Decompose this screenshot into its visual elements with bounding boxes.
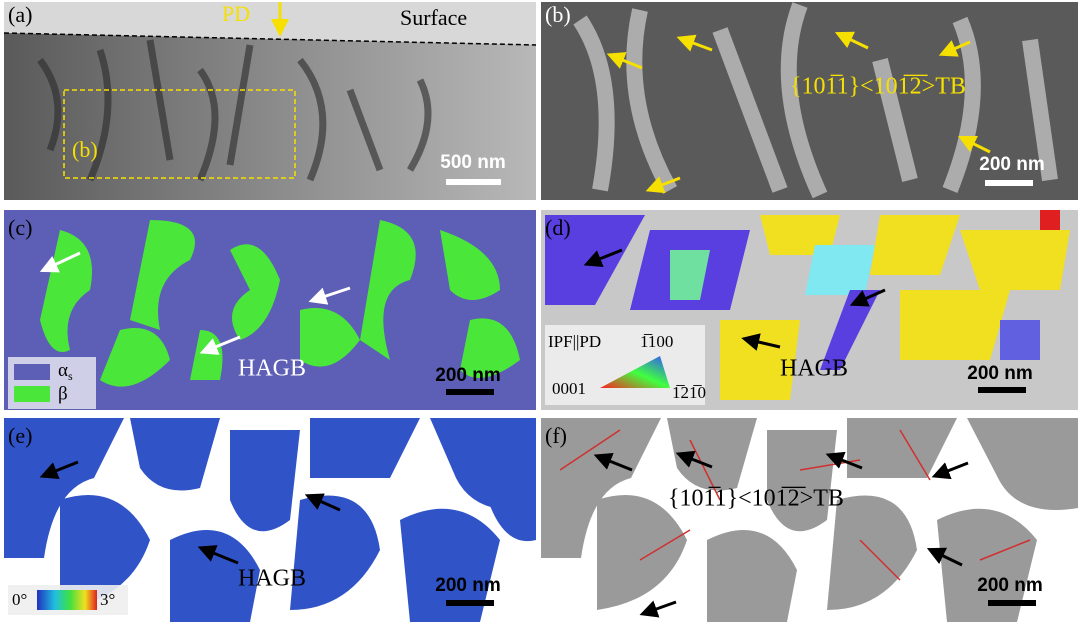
legend-swatch — [14, 364, 50, 380]
panel-e: 0° 3° (e) HAGB 200 nm — [4, 418, 536, 622]
arrow — [926, 547, 963, 567]
arrow — [741, 333, 781, 351]
surface-label: Surface — [400, 5, 467, 30]
beta-phase — [40, 220, 520, 387]
grain — [900, 290, 1010, 360]
panel-label: (f) — [545, 423, 567, 448]
panel-b: (b) {101̅1}<101̅2̅>TB 200 nm — [541, 2, 1078, 200]
arrow — [197, 545, 239, 565]
annotation: HAGB — [238, 356, 306, 382]
panel-label: (a) — [8, 2, 32, 27]
panel-d: IPF||PD 1̅100 0001 1̅21̅0 (d) HAGB 200 n… — [541, 210, 1078, 410]
grain — [820, 290, 880, 370]
grain — [720, 320, 800, 400]
arrow — [199, 335, 241, 355]
panel-label: (d) — [545, 215, 571, 240]
panel-label: (b) — [545, 2, 571, 27]
surface-layer — [4, 2, 536, 45]
direction-label: PD — [222, 1, 250, 26]
arrow — [39, 251, 81, 273]
corner-label: 1̅100 — [640, 332, 673, 351]
texture — [573, 2, 1058, 199]
grain — [960, 230, 1070, 290]
scale-bar — [446, 179, 501, 185]
scale-label: 200 nm — [967, 363, 1032, 384]
panel-f: (f) {101̅1}<101̅2̅>TB 200 nm — [541, 418, 1078, 622]
legend-box — [545, 325, 705, 405]
grain — [1040, 210, 1060, 230]
legend-swatch — [14, 386, 50, 402]
scale-label: 200 nm — [977, 575, 1042, 596]
arrow — [39, 460, 79, 480]
legend-label: β — [58, 383, 68, 404]
arrow — [583, 248, 623, 268]
scale-label: 200 nm — [979, 154, 1044, 175]
kam-region — [4, 418, 536, 622]
arrow — [834, 31, 869, 50]
panel-label: (e) — [8, 423, 32, 448]
ipf-triangle — [600, 356, 670, 388]
scale-bar — [446, 600, 494, 606]
arrow — [938, 40, 971, 57]
scale-label: 500 nm — [440, 152, 505, 173]
scale-bar — [446, 389, 494, 395]
scale-bar — [988, 600, 1036, 606]
legend-title: IPF||PD — [548, 332, 601, 351]
colorbar-label: 0° — [12, 590, 27, 609]
panel-label: (c) — [8, 215, 32, 240]
annotation: {101̅1}<101̅2̅>TB — [668, 486, 844, 512]
inset-label: (b) — [72, 137, 98, 162]
scale-label: 200 nm — [435, 365, 500, 386]
grain — [805, 245, 875, 295]
texture — [37, 39, 432, 182]
corner-label: 0001 — [552, 379, 586, 398]
grain — [670, 250, 710, 300]
arrow — [304, 493, 341, 512]
arrow — [593, 452, 633, 472]
arrow — [675, 450, 713, 469]
annotation: {101̅1}<101̅2̅>TB — [790, 74, 966, 100]
colorbar-label: 3° — [100, 590, 115, 609]
annotation: HAGB — [238, 566, 306, 592]
arrow — [606, 52, 643, 70]
arrow — [931, 461, 969, 480]
arrow — [957, 135, 991, 154]
scale-label: 200 nm — [435, 575, 500, 596]
inset-box — [63, 89, 296, 179]
arrow — [639, 600, 677, 618]
corner-label: 1̅21̅0 — [672, 383, 706, 402]
panel-c: αs β (c) HAGB 200 nm — [4, 210, 536, 410]
grain — [1000, 320, 1040, 360]
grain — [541, 418, 1078, 622]
grain — [870, 215, 960, 275]
arrow — [849, 288, 886, 307]
scale-bar — [978, 387, 1026, 393]
scale-bar — [985, 180, 1033, 186]
surface-line — [3, 32, 537, 46]
arrow — [645, 176, 681, 194]
annotation: HAGB — [780, 356, 848, 382]
legend-label: αs — [58, 360, 73, 382]
panel-a: (a) PD Surface (b) 500 nm — [3, 1, 537, 200]
arrow — [676, 34, 713, 52]
colorbar — [37, 590, 97, 610]
arrow — [825, 451, 863, 470]
arrow — [308, 286, 351, 305]
